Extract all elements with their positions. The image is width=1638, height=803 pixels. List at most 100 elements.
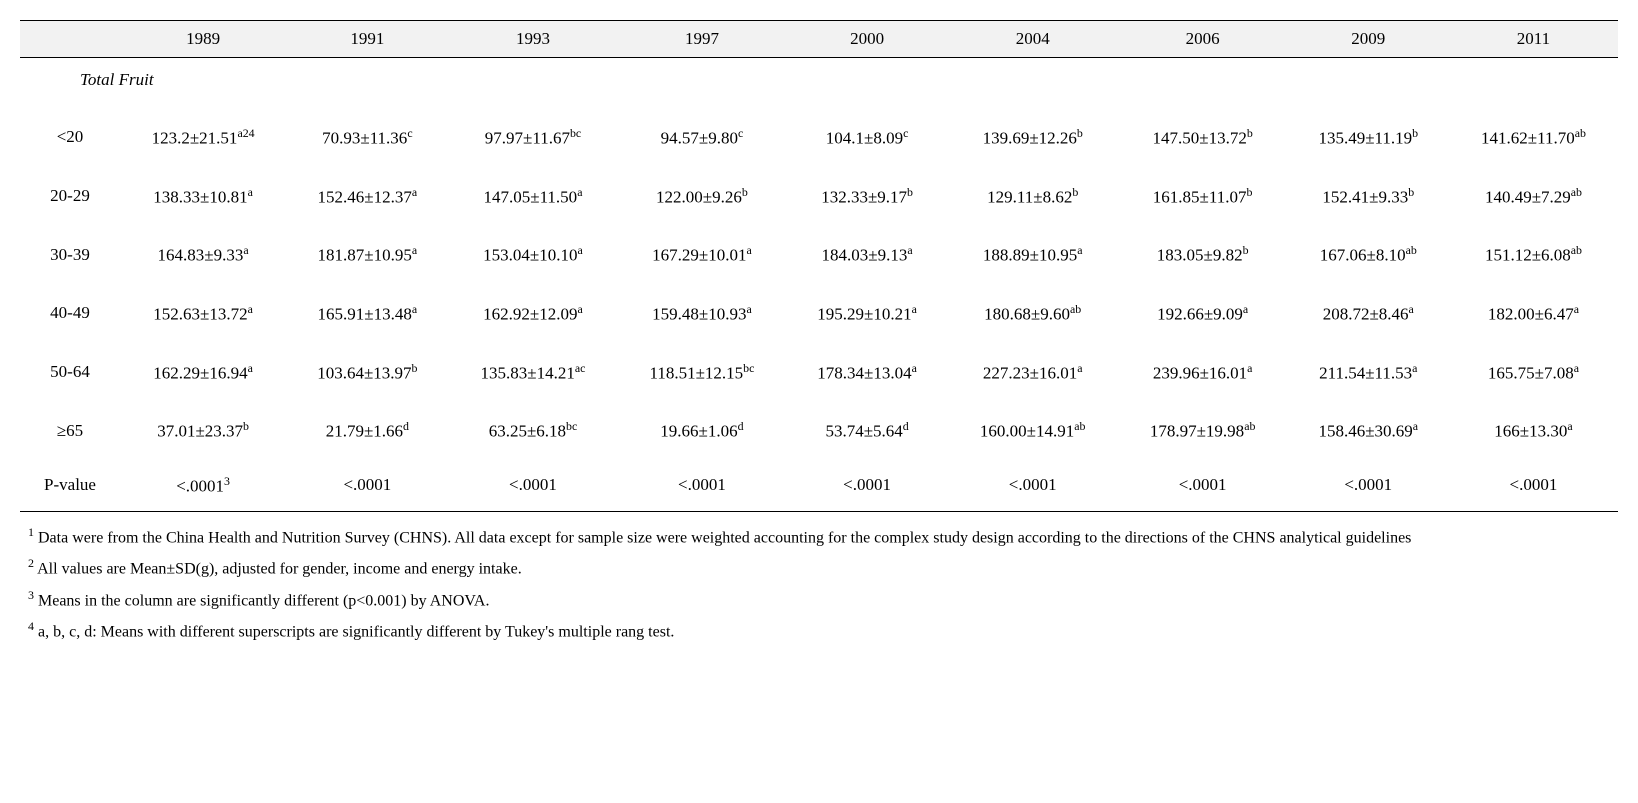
data-cell: 135.49±11.19b — [1288, 108, 1449, 167]
cell-superscript: a — [1077, 361, 1082, 375]
data-cell: 162.29±16.94a — [120, 343, 286, 402]
row-label: P-value — [20, 460, 120, 511]
data-cell: 182.00±6.47a — [1449, 284, 1618, 343]
cell-superscript: a — [1247, 361, 1252, 375]
data-cell: 211.54±11.53a — [1288, 343, 1449, 402]
cell-value: 162.92±12.09 — [483, 305, 577, 324]
data-cell: 129.11±8.62b — [948, 167, 1118, 226]
cell-value: 195.29±10.21 — [817, 305, 911, 324]
cell-value: 21.79±1.66 — [326, 422, 403, 441]
footnote: 3 Means in the column are significantly … — [20, 585, 1618, 615]
cell-value: 37.01±23.37 — [157, 422, 243, 441]
data-cell: 139.69±12.26b — [948, 108, 1118, 167]
header-blank — [20, 21, 120, 58]
header-row: 1989 1991 1993 1997 2000 2004 2006 2009 … — [20, 21, 1618, 58]
data-cell: 140.49±7.29ab — [1449, 167, 1618, 226]
pvalue-row: P-value <.0001 3 <.0001 <.0001 <.0001 <.0001 <.… — [20, 460, 1618, 511]
table-row: 30-39164.83±9.33a181.87±10.95a153.04±10.… — [20, 225, 1618, 284]
data-cell: 188.89±10.95a — [948, 225, 1118, 284]
cell-value: 152.46±12.37 — [318, 187, 412, 206]
section-title: Total Fruit — [20, 58, 1618, 109]
cell-value: <.0001 — [1344, 475, 1392, 494]
cell-value: 147.50±13.72 — [1152, 129, 1246, 148]
cell-value: 19.66±1.06 — [660, 422, 737, 441]
cell-value: 103.64±13.97 — [317, 363, 411, 382]
data-cell: 184.03±9.13a — [786, 225, 947, 284]
cell-superscript: ab — [1575, 126, 1586, 140]
cell-superscript: a — [578, 302, 583, 316]
data-cell: 147.50±13.72b — [1118, 108, 1288, 167]
data-cell: 153.04±10.10a — [449, 225, 618, 284]
cell-value: <.0001 — [1009, 475, 1057, 494]
data-cell: <.0001 — [449, 460, 618, 511]
header-year: 2004 — [948, 21, 1118, 58]
cell-superscript: ab — [1406, 243, 1417, 257]
cell-superscript: a — [1243, 302, 1248, 316]
cell-superscript: d — [903, 419, 909, 433]
footnote-text: a, b, c, d: Means with different supersc… — [34, 623, 674, 640]
cell-superscript: a — [578, 243, 583, 257]
data-cell: 104.1±8.09c — [786, 108, 947, 167]
data-cell: 152.63±13.72a — [120, 284, 286, 343]
table-header: 1989 1991 1993 1997 2000 2004 2006 2009 … — [20, 21, 1618, 58]
cell-superscript: a — [412, 243, 417, 257]
cell-value: 165.91±13.48 — [318, 305, 412, 324]
data-cell: 195.29±10.21a — [786, 284, 947, 343]
cell-value: 139.69±12.26 — [983, 129, 1077, 148]
header-year: 1991 — [286, 21, 448, 58]
table-row: <20123.2±21.51a2470.93±11.36c97.97±11.67… — [20, 108, 1618, 167]
cell-superscript: d — [403, 419, 409, 433]
data-cell: 178.97±19.98ab — [1118, 401, 1288, 460]
cell-value: 97.97±11.67 — [485, 129, 570, 148]
data-cell: 192.66±9.09a — [1118, 284, 1288, 343]
cell-value: <.0001 — [1179, 475, 1227, 494]
cell-superscript: b — [1072, 185, 1078, 199]
cell-superscript: a — [912, 302, 917, 316]
cell-value: 132.33±9.17 — [821, 187, 907, 206]
cell-superscript: ab — [1571, 243, 1582, 257]
data-table-container: 1989 1991 1993 1997 2000 2004 2006 2009 … — [20, 20, 1618, 512]
cell-superscript: a — [577, 185, 582, 199]
cell-value: 152.63±13.72 — [153, 305, 247, 324]
cell-value: 135.83±14.21 — [481, 363, 575, 382]
cell-superscript: a24 — [237, 126, 254, 140]
data-cell: 135.83±14.21ac — [449, 343, 618, 402]
data-cell: 165.75±7.08a — [1449, 343, 1618, 402]
cell-value: 182.00±6.47 — [1488, 305, 1574, 324]
data-cell: 21.79±1.66d — [286, 401, 448, 460]
cell-superscript: a — [912, 361, 917, 375]
cell-value: 165.75±7.08 — [1488, 363, 1574, 382]
cell-value: <.0001 — [678, 475, 726, 494]
cell-superscript: ab — [1070, 302, 1081, 316]
cell-value: 118.51±12.15 — [649, 363, 743, 382]
data-cell: 37.01±23.37b — [120, 401, 286, 460]
cell-value: 188.89±10.95 — [983, 246, 1077, 265]
data-cell: 151.12±6.08ab — [1449, 225, 1618, 284]
cell-superscript: b — [412, 361, 418, 375]
cell-superscript: a — [1413, 419, 1418, 433]
data-cell: 141.62±11.70ab — [1449, 108, 1618, 167]
cell-superscript: b — [907, 185, 913, 199]
cell-superscript: 3 — [224, 474, 230, 488]
cell-superscript: a — [1567, 419, 1572, 433]
cell-value: 140.49±7.29 — [1485, 187, 1571, 206]
cell-value: 167.29±10.01 — [652, 246, 746, 265]
data-cell: <.0001 — [786, 460, 947, 511]
cell-superscript: ab — [1571, 185, 1582, 199]
cell-value: 104.1±8.09 — [826, 129, 903, 148]
data-cell: 159.48±10.93a — [617, 284, 786, 343]
cell-value: 158.46±30.69 — [1318, 422, 1412, 441]
cell-superscript: d — [738, 419, 744, 433]
data-cell: 63.25±6.18bc — [449, 401, 618, 460]
row-label: 20-29 — [20, 167, 120, 226]
cell-value: 147.05±11.50 — [483, 187, 577, 206]
data-cell: 167.06±8.10ab — [1288, 225, 1449, 284]
cell-superscript: bc — [566, 419, 577, 433]
data-cell: <.0001 — [617, 460, 786, 511]
cell-superscript: a — [1574, 361, 1579, 375]
cell-value: 164.83±9.33 — [158, 246, 244, 265]
cell-superscript: a — [412, 185, 417, 199]
data-cell: 132.33±9.17b — [786, 167, 947, 226]
cell-superscript: c — [903, 126, 908, 140]
data-cell: 239.96±16.01a — [1118, 343, 1288, 402]
